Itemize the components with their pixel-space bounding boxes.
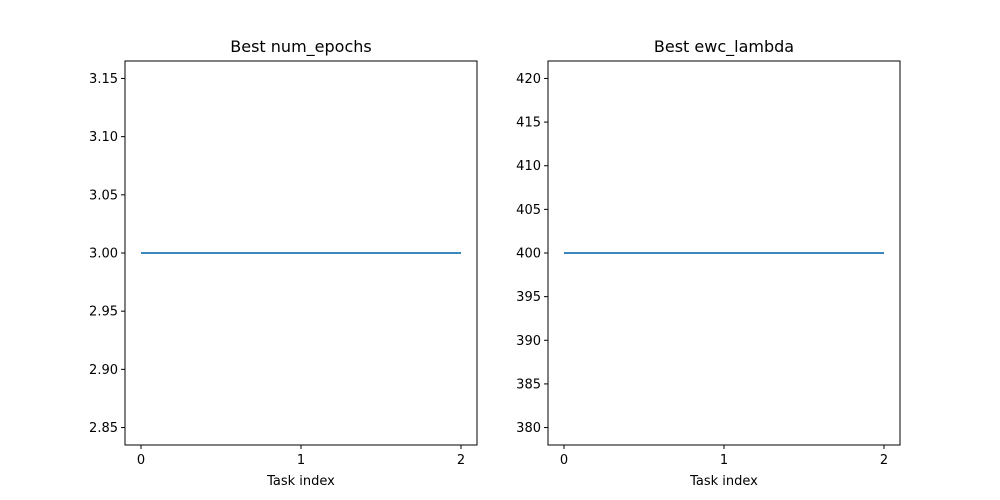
x-tick-label: 2 — [457, 453, 465, 468]
subplot-ewc-lambda: Best ewc_lambda 0 1 2 380 385 390 395 400 405 410… — [516, 37, 901, 489]
y-tick-label: 2.90 — [89, 363, 118, 378]
ticks-group: 0 1 2 2.85 2.90 2.95 3.00 3.05 3.10 3.15 — [89, 72, 465, 468]
y-tick-label: 3.00 — [89, 247, 118, 262]
y-tick-label: 395 — [516, 290, 541, 305]
x-tick-label: 0 — [560, 453, 568, 468]
y-tick-label: 405 — [516, 203, 541, 218]
x-tick-label: 1 — [720, 453, 728, 468]
y-tick-label: 3.05 — [89, 188, 118, 203]
y-tick-label: 415 — [516, 116, 541, 131]
x-tick-label: 1 — [297, 453, 305, 468]
y-tick-label: 380 — [516, 421, 541, 436]
y-tick-label: 2.85 — [89, 421, 118, 436]
subplot-title: Best ewc_lambda — [654, 37, 794, 57]
x-axis-label: Task index — [689, 474, 758, 489]
ticks-group: 0 1 2 380 385 390 395 400 405 410 415 420 — [516, 72, 888, 468]
y-tick-label: 3.15 — [89, 72, 118, 87]
y-tick-label: 3.10 — [89, 130, 118, 145]
y-tick-label: 385 — [516, 377, 541, 392]
y-tick-label: 400 — [516, 247, 541, 262]
x-axis-label: Task index — [266, 474, 335, 489]
y-tick-label: 410 — [516, 159, 541, 174]
subplot-title: Best num_epochs — [230, 37, 371, 57]
y-tick-label: 390 — [516, 334, 541, 349]
y-tick-label: 420 — [516, 72, 541, 87]
y-tick-label: 2.95 — [89, 305, 118, 320]
subplot-num-epochs: Best num_epochs 0 1 2 2.85 2.90 2.95 3.00 3.05 3… — [89, 37, 478, 489]
x-tick-label: 2 — [880, 453, 888, 468]
x-tick-label: 0 — [137, 453, 145, 468]
